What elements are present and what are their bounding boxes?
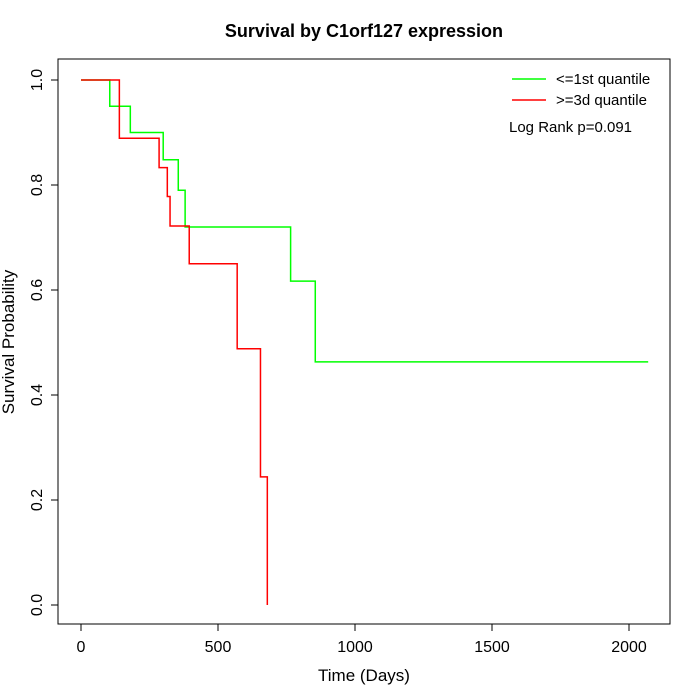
x-tick-label: 500 — [205, 639, 232, 656]
y-axis-label: Survival Probability — [0, 269, 18, 414]
x-tick-label: 0 — [77, 639, 86, 656]
y-tick-label: 0.0 — [29, 594, 46, 616]
y-tick-label: 0.4 — [29, 384, 46, 406]
plot-frame — [57, 58, 671, 625]
log-rank-annotation: Log Rank p=0.091 — [509, 119, 632, 136]
y-tick-label: 0.6 — [29, 279, 46, 301]
series-layer — [81, 79, 649, 605]
x-axis-label: Time (Days) — [318, 666, 410, 685]
x-tick-label: 2000 — [611, 639, 647, 656]
y-axis: 0.0 0.2 0.4 0.6 0.8 1.0 — [29, 69, 59, 616]
x-axis: 0 500 1000 1500 2000 — [77, 623, 647, 656]
y-tick-label: 0.2 — [29, 489, 46, 511]
legend-label-lower-quantile: <=1st quantile — [556, 71, 650, 88]
chart-title: Survival by C1orf127 expression — [225, 21, 503, 41]
series-line-1 — [81, 79, 269, 605]
legend: <=1st quantile >=3d quantile — [512, 71, 650, 109]
x-tick-label: 1000 — [337, 639, 373, 656]
legend-label-upper-quantile: >=3d quantile — [556, 92, 647, 109]
y-tick-label: 0.8 — [29, 174, 46, 196]
x-tick-label: 1500 — [474, 639, 510, 656]
y-tick-label: 1.0 — [29, 69, 46, 91]
